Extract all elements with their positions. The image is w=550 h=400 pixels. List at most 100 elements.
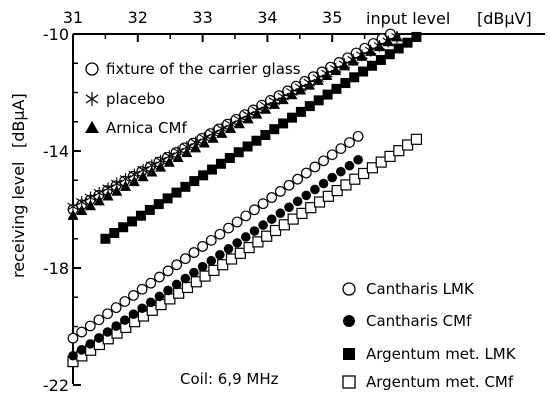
legend-label: fixture of the carrier glass: [106, 60, 301, 78]
data-point: [223, 244, 234, 254]
data-point: [402, 139, 414, 151]
data-point: [102, 182, 114, 195]
data-point: [120, 180, 132, 191]
data-point: [300, 167, 312, 179]
data-point: [305, 202, 317, 214]
data-point: [410, 133, 423, 145]
data-point: [84, 320, 96, 332]
data-point: [206, 255, 217, 266]
data-point: [102, 327, 113, 337]
data-point: [301, 190, 312, 201]
data-point: [68, 350, 78, 361]
data-point: [93, 314, 105, 326]
data-point: [352, 130, 364, 142]
data-point: [198, 170, 209, 181]
y-tick-label: -18: [43, 259, 69, 278]
data-point: [340, 78, 351, 89]
data-point: [335, 143, 347, 155]
data-point: [234, 247, 246, 259]
data-point: [162, 193, 173, 204]
legend-left: fixture of the carrier glass placebo Arn…: [85, 60, 301, 137]
data-point: [322, 190, 334, 202]
data-point: [189, 176, 200, 187]
data-point: [171, 187, 182, 198]
data-point: [349, 72, 360, 83]
data-point: [180, 181, 191, 192]
data-point: [119, 296, 131, 307]
data-point: [286, 85, 298, 98]
data-point: [340, 179, 352, 191]
data-point: [268, 95, 281, 108]
data-point: [163, 150, 176, 163]
data-point: [260, 129, 271, 140]
data-point: [137, 303, 147, 314]
data-point: [269, 224, 282, 237]
series-cantharis-lmk: [67, 130, 364, 344]
data-point: [242, 141, 253, 152]
data-point: [110, 302, 122, 314]
data-point: [375, 156, 387, 168]
data-point: [76, 326, 88, 338]
data-point: [153, 271, 165, 283]
data-point: [137, 170, 149, 182]
data-point: [373, 40, 386, 53]
data-point: [198, 131, 211, 144]
data-point: [102, 308, 113, 320]
data-point: [214, 228, 226, 240]
data-point: [199, 270, 211, 282]
data-point: [275, 208, 286, 219]
data-point: [181, 140, 193, 153]
x-tick-label: 33: [192, 8, 212, 27]
data-point: [93, 186, 106, 199]
data-point: [258, 220, 268, 230]
data-point: [231, 216, 243, 228]
legend-marker-asterisk: [85, 92, 99, 106]
data-point: [287, 112, 298, 123]
data-point: [382, 35, 395, 48]
data-point: [128, 168, 141, 181]
coil-annotation: Coil: 6,9 MHz: [180, 370, 279, 388]
series-cantharis-cmf: [68, 154, 363, 361]
x-ticks: 31 32 33 34 35: [63, 8, 366, 42]
data-point: [391, 30, 403, 43]
data-point: [251, 135, 262, 146]
data-point: [243, 242, 255, 254]
data-point: [331, 83, 342, 94]
series-layer: [67, 28, 423, 368]
data-point: [353, 154, 363, 165]
x-tick-label: 35: [322, 8, 342, 27]
data-point: [154, 291, 165, 302]
legend-label: Cantharis LMK: [366, 280, 475, 298]
y-axis-label: receiving level: [9, 162, 28, 279]
data-point: [145, 277, 157, 289]
data-point: [171, 279, 182, 290]
data-point: [269, 124, 280, 135]
data-point: [321, 67, 333, 80]
data-point: [205, 234, 217, 246]
data-point: [207, 164, 218, 175]
data-point: [171, 259, 183, 271]
data-point: [179, 253, 191, 265]
data-point: [162, 265, 174, 277]
data-point: [310, 184, 320, 195]
data-point: [216, 122, 228, 135]
data-point: [189, 267, 199, 278]
x-axis-unit: [dBµV]: [477, 9, 532, 28]
legend-right: Cantharis LMK Cantharis CMf Argentum met…: [342, 280, 517, 391]
data-point: [76, 204, 88, 216]
data-point: [356, 49, 368, 62]
data-point: [338, 58, 351, 71]
data-point: [94, 333, 104, 343]
data-point: [295, 106, 306, 117]
data-point: [393, 145, 405, 157]
data-point: [274, 186, 286, 197]
legend-marker-open-square: [342, 375, 356, 389]
data-point: [128, 309, 139, 319]
legend-label: placebo: [106, 90, 165, 108]
data-point: [292, 196, 303, 207]
data-point: [411, 31, 422, 42]
data-point: [128, 175, 140, 187]
y-tick-label: -10: [43, 25, 69, 44]
data-point: [367, 60, 378, 71]
data-point: [278, 118, 289, 129]
